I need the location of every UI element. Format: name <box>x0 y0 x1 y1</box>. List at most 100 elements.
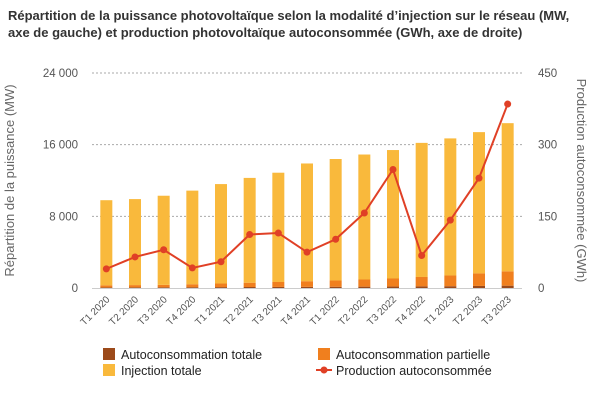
x-tick-label: T2 2023 <box>451 294 485 328</box>
line-point <box>246 230 254 238</box>
line-point <box>418 252 426 260</box>
line-point <box>504 100 512 108</box>
line-point <box>360 209 368 217</box>
bar-segment <box>243 287 256 288</box>
bar-segment <box>243 177 256 283</box>
line-point <box>274 229 282 237</box>
y-right-tick-label: 0 <box>538 283 544 295</box>
bar-segment <box>444 275 457 287</box>
bar-segment <box>358 286 371 288</box>
x-tick-label: T3 2021 <box>251 294 285 328</box>
x-tick-label: T4 2021 <box>279 294 313 328</box>
legend-swatch <box>103 364 115 376</box>
bar-segment <box>358 154 371 280</box>
y-left-tick-label: 24 000 <box>43 68 78 80</box>
bar-segment <box>100 287 113 288</box>
bar-segment <box>186 284 199 288</box>
legend-swatch <box>318 348 330 360</box>
line-point <box>475 174 483 182</box>
y-left-tick-label: 0 <box>72 283 78 295</box>
bar-segment <box>301 163 313 282</box>
bar-segment <box>272 286 285 288</box>
y-right-tick-label: 450 <box>538 68 557 80</box>
y-right-tick-label: 150 <box>538 211 557 223</box>
x-tick-label: T4 2022 <box>394 294 428 328</box>
x-tick-label: T2 2022 <box>337 294 371 328</box>
bar-segment <box>501 285 514 288</box>
bar-segment <box>415 276 428 287</box>
bar-segment <box>444 286 457 288</box>
line-point <box>303 248 311 256</box>
x-tick-label: T2 2021 <box>222 294 256 328</box>
bar-segment <box>301 281 313 287</box>
chart-title-line-2: axe de gauche) et production photovoltaï… <box>8 25 522 40</box>
bar-segment <box>473 285 485 288</box>
y-right-tick-label: 300 <box>538 140 557 152</box>
x-tick-label: T3 2020 <box>136 294 170 328</box>
line-point <box>446 216 454 224</box>
bar-segment <box>501 271 514 286</box>
bar-series <box>100 123 514 288</box>
line-point <box>389 166 397 174</box>
legend-label: Production autoconsommée <box>336 364 492 378</box>
bar-segment <box>129 285 141 288</box>
x-tick-label: T3 2023 <box>480 294 514 328</box>
bar-segment <box>501 123 514 272</box>
line-point <box>131 253 139 261</box>
y-left-tick-label: 16 000 <box>43 140 78 152</box>
bar-segment <box>415 286 428 288</box>
legend-label: Injection totale <box>121 364 202 378</box>
bar-segment <box>186 287 199 288</box>
bar-segment <box>358 279 371 287</box>
legend: Autoconsommation totale Autoconsommation … <box>103 348 492 378</box>
bar-segment <box>157 195 170 285</box>
legend-swatch <box>103 348 115 360</box>
legend-label: Autoconsommation partielle <box>336 348 490 362</box>
bar-segment <box>272 281 285 287</box>
legend-label: Autoconsommation totale <box>121 348 262 362</box>
bar-segment <box>387 286 399 288</box>
y-left-tick-label: 8 000 <box>49 211 78 223</box>
bar-segment <box>444 138 457 276</box>
x-tick-label: T1 2021 <box>193 294 227 328</box>
bar-segment <box>473 132 485 274</box>
bar-segment <box>215 287 227 288</box>
x-tick-label: T1 2022 <box>308 294 342 328</box>
line-point <box>188 264 196 272</box>
x-tick-label: T2 2020 <box>107 294 141 328</box>
line-point <box>102 265 110 273</box>
bar-segment <box>387 150 399 279</box>
legend-marker <box>320 366 328 374</box>
bar-segment <box>129 287 141 288</box>
bar-segment <box>329 286 342 288</box>
bar-segment <box>215 184 227 284</box>
axis-labels: 0 0 8 000 150 16 000 300 24 000 450 Répartition … <box>2 68 589 328</box>
bar-segment <box>272 172 285 282</box>
bar-segment <box>301 286 313 288</box>
bar-segment <box>243 282 256 288</box>
line-point <box>332 235 340 243</box>
bar-segment <box>157 284 170 288</box>
chart-title-line-1: Répartition de la puissance photovoltaïq… <box>8 8 569 23</box>
x-tick-label: T4 2020 <box>165 294 199 328</box>
line-point <box>217 258 225 266</box>
bar-segment <box>157 287 170 288</box>
line-series <box>102 100 512 273</box>
x-tick-label: T1 2023 <box>423 294 457 328</box>
bar-segment <box>329 280 342 287</box>
x-tick-label: T1 2020 <box>79 294 113 328</box>
line-point <box>160 246 168 254</box>
bar-segment <box>329 159 342 281</box>
bar-segment <box>100 285 113 288</box>
x-tick-label: T3 2022 <box>365 294 399 328</box>
bar-segment <box>186 190 199 285</box>
grid-lines <box>92 72 522 289</box>
bar-segment <box>387 278 399 287</box>
bar-segment <box>473 273 485 286</box>
y-left-axis-title: Répartition de la puissance (MW) <box>2 84 17 276</box>
y-right-axis-title: Production autoconsommée (GWh) <box>574 79 589 283</box>
bar-segment <box>100 200 113 286</box>
bar-segment <box>129 199 141 286</box>
